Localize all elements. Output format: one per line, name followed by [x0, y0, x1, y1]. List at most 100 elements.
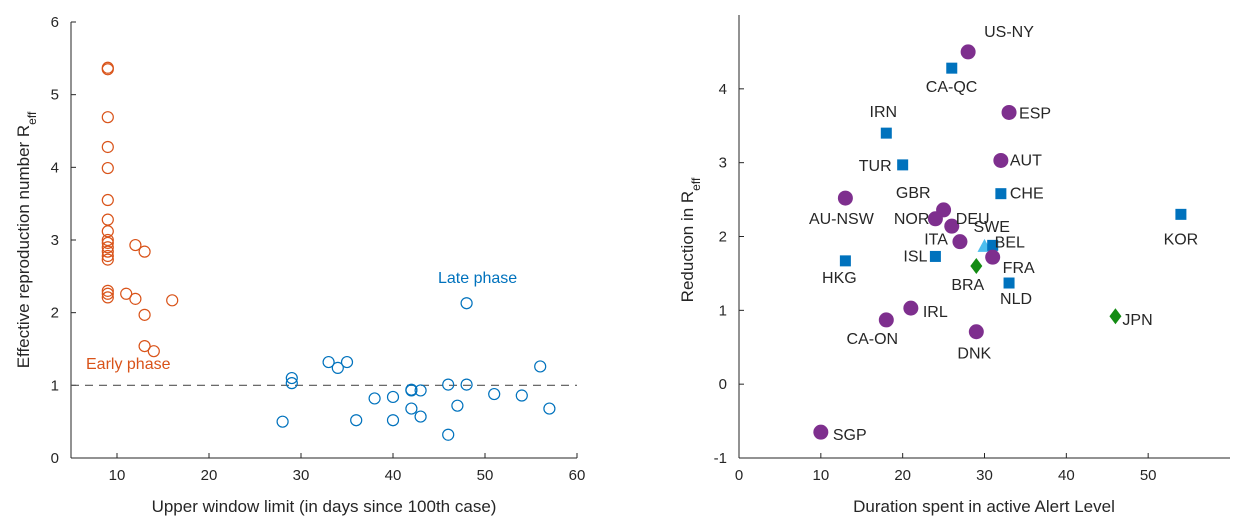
right-x-tick-label: 0: [735, 467, 743, 484]
early-phase-point: [101, 225, 114, 238]
point-us-ny-marker: [960, 44, 976, 60]
point-ca-on-label: CA-ON: [847, 331, 899, 348]
early-phase-point: [147, 345, 160, 358]
right-chart-panel: 0 10 20 30 40 50 -1 0 1 2 3 4 US-NY CA-QC ESP IRN AUT TU…: [678, 15, 1230, 516]
right-y-axis-label: Reduction in Reff: [678, 177, 703, 302]
left-y-tick-label: 0: [51, 450, 59, 467]
late-phase-point: [534, 360, 547, 373]
right-x-tick-label: 50: [1140, 467, 1157, 484]
early-phase-label: Early phase: [86, 356, 171, 373]
early-phase-point: [129, 292, 142, 305]
point-gbr-label: GBR: [896, 185, 931, 202]
right-y-axis-label-main: Reduction in R: [678, 191, 697, 303]
right-x-tick-label: 30: [976, 467, 993, 484]
early-phase-point: [138, 339, 151, 353]
early-phase-point: [101, 236, 114, 250]
right-y-tick-label: 3: [719, 155, 727, 172]
early-phase-point: [120, 287, 133, 300]
point-irl-label: IRL: [923, 304, 948, 321]
late-phase-point: [405, 402, 418, 415]
right-point-labels: US-NY CA-QC ESP IRN AUT TUR CHE AU-NSW GBR DEU NOR…: [809, 24, 1198, 444]
late-phase-point: [340, 355, 354, 369]
late-phase-point: [276, 415, 289, 428]
late-phase-point: [368, 392, 381, 405]
late-phase-point: [488, 387, 501, 401]
point-sgp-label: SGP: [833, 427, 867, 444]
early-phase-point: [101, 63, 114, 76]
right-axis-ticks: 0 10 20 30 40 50 -1 0 1 2 3 4: [714, 81, 1157, 484]
point-swe-label: SWE: [974, 219, 1010, 236]
left-x-tick-label: 50: [477, 467, 494, 484]
point-ca-on-marker: [878, 312, 894, 328]
point-au-nsw-label: AU-NSW: [809, 211, 875, 228]
left-y-tick-label: 2: [51, 305, 59, 322]
late-phase-point: [331, 361, 344, 374]
early-phase-point: [138, 308, 151, 321]
early-phase-point: [101, 233, 114, 247]
right-x-tick-label: 40: [1058, 467, 1075, 484]
early-phase-point: [101, 161, 114, 175]
point-che-label: CHE: [1010, 186, 1044, 203]
left-y-tick-label: 4: [51, 159, 59, 176]
late-phase-point: [460, 297, 473, 310]
early-phase-point: [101, 249, 114, 263]
early-phase-point: [101, 111, 114, 124]
left-y-tick-label: 5: [51, 87, 59, 104]
point-nor-marker: [927, 211, 943, 227]
point-dnk-label: DNK: [957, 346, 991, 363]
late-phase-point: [322, 355, 335, 369]
late-phase-point: [414, 410, 427, 423]
point-aut-label: AUT: [1010, 152, 1042, 169]
late-phase-point: [460, 378, 473, 391]
right-y-axis-label-sub: eff: [689, 177, 703, 191]
left-y-tick-label: 3: [51, 232, 59, 249]
right-y-tick-label: 2: [719, 229, 727, 246]
point-hkg-marker: [839, 255, 851, 267]
late-phase-point: [515, 389, 528, 402]
left-axis-ticks: 10 20 30 40 50 60 0 1 2 3 4 5 6: [51, 14, 586, 484]
right-data-points: [813, 44, 1187, 440]
point-dnk-marker: [968, 324, 984, 340]
point-nld-marker: [1003, 277, 1015, 289]
right-x-axis-label: Duration spent in active Alert Level: [853, 497, 1115, 516]
point-bra-marker: [970, 258, 983, 275]
point-aut-marker: [993, 152, 1009, 168]
point-fra-label: FRA: [1003, 260, 1035, 277]
left-y-tick-label: 6: [51, 14, 59, 31]
left-data-points: [101, 61, 556, 441]
late-phase-point: [451, 399, 464, 412]
left-x-axis-label: Upper window limit (in days since 100th …: [152, 497, 497, 516]
point-ita-label: ITA: [924, 232, 948, 249]
point-au-nsw-marker: [837, 190, 853, 206]
left-y-axis-label: Effective reproduction number Reff: [14, 111, 39, 368]
point-bel-label: BEL: [995, 234, 1025, 251]
late-phase-point: [285, 371, 298, 385]
early-phase-point: [101, 253, 114, 266]
early-phase-point: [129, 238, 142, 252]
late-phase-point: [442, 378, 455, 391]
point-che-marker: [995, 188, 1007, 200]
point-us-ny-label: US-NY: [984, 24, 1034, 41]
late-phase-point: [350, 414, 363, 427]
point-jpn-marker: [1109, 308, 1122, 325]
point-deu-label: DEU: [956, 211, 990, 228]
right-y-tick-label: 1: [719, 302, 727, 319]
early-phase-point: [101, 213, 114, 226]
point-hkg-label: HKG: [822, 270, 857, 287]
late-phase-point: [543, 402, 556, 415]
point-ita-marker: [952, 234, 968, 250]
late-phase-point: [442, 428, 455, 441]
right-x-tick-label: 20: [894, 467, 911, 484]
point-ca-qc-label: CA-QC: [926, 79, 978, 96]
right-x-tick-label: 10: [812, 467, 829, 484]
left-y-tick-label: 1: [51, 377, 59, 394]
right-y-tick-label: 0: [719, 376, 727, 393]
point-kor-label: KOR: [1164, 231, 1199, 248]
left-y-axis-label-main: Effective reproduction number R: [14, 125, 33, 368]
left-x-tick-label: 30: [293, 467, 310, 484]
late-phase-point: [386, 414, 400, 427]
early-phase-point: [138, 245, 151, 258]
left-x-tick-label: 10: [109, 467, 126, 484]
left-x-tick-label: 40: [385, 467, 402, 484]
